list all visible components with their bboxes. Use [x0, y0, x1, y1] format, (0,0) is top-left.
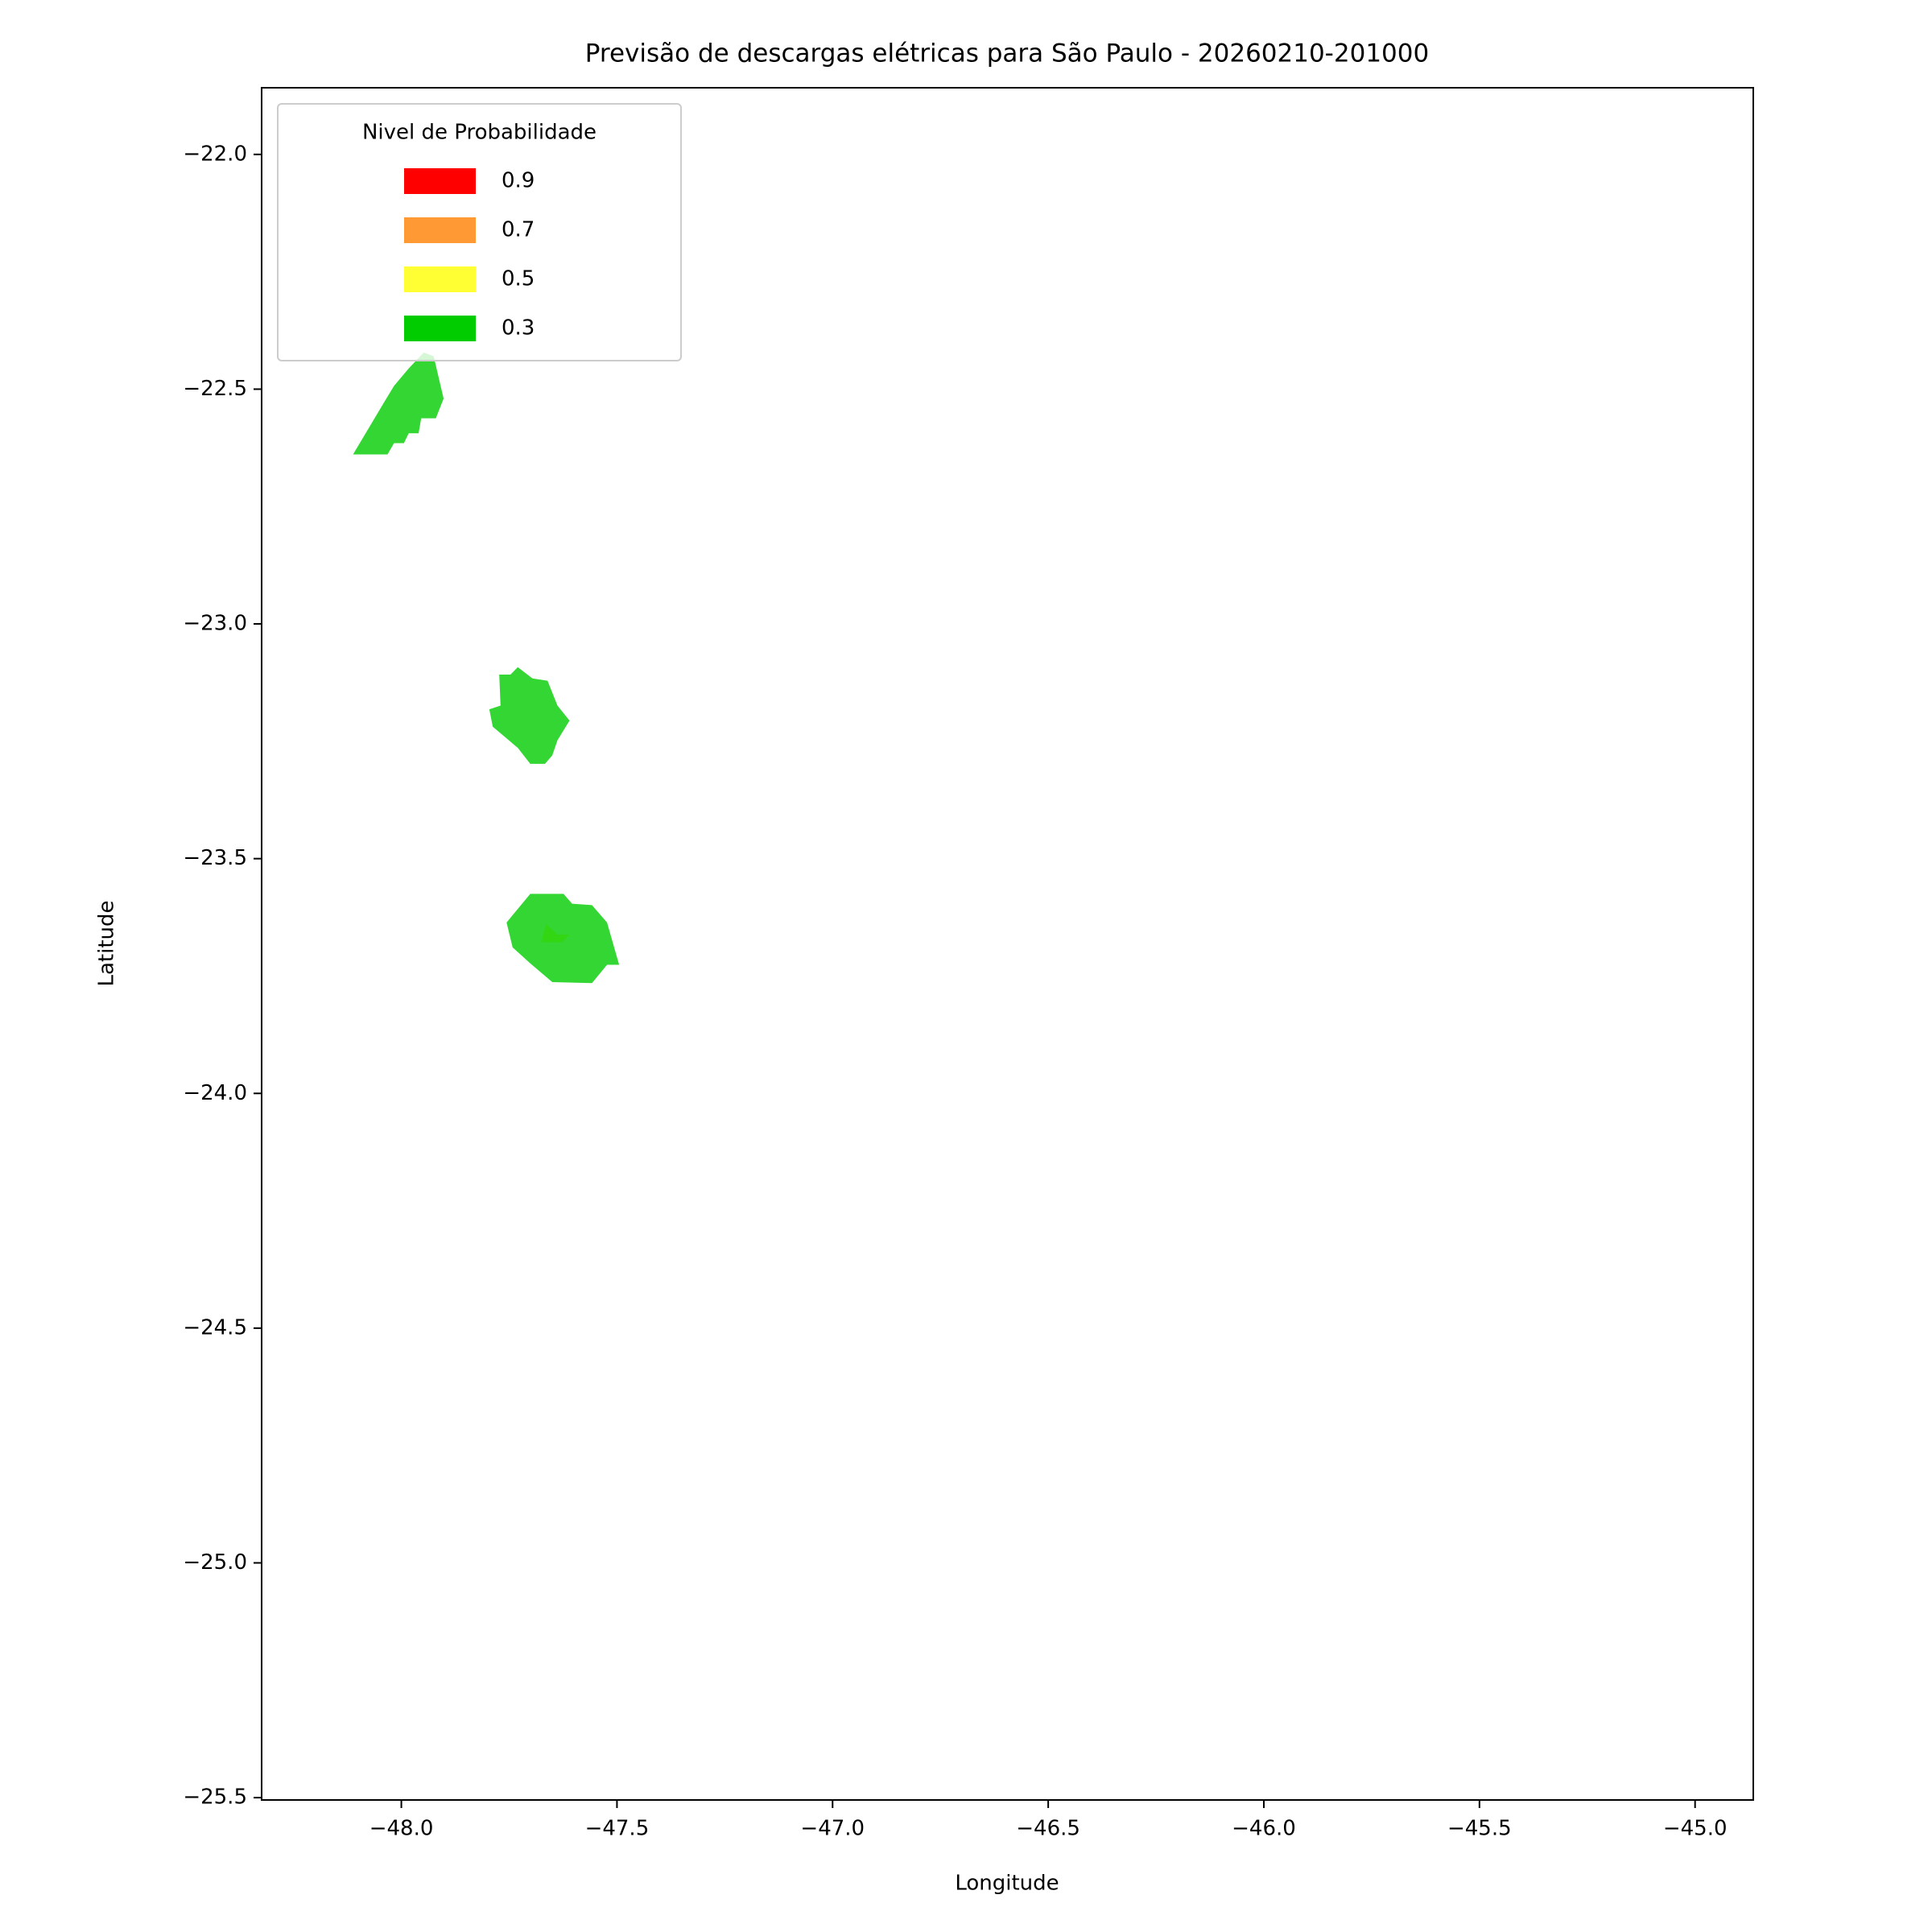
y-tick-label: −25.0	[183, 1550, 247, 1575]
x-tick-label: −45.5	[1447, 1817, 1512, 1841]
legend-swatch	[404, 217, 476, 243]
legend-swatch	[404, 266, 476, 292]
chart-title: Previsão de descargas elétricas para São…	[585, 39, 1429, 68]
legend-swatch	[404, 316, 476, 341]
y-tick-label: −24.0	[183, 1081, 247, 1105]
legend-title: Nivel de Probabilidade	[362, 121, 597, 145]
y-tick-label: −24.5	[183, 1315, 247, 1340]
contour-region	[506, 894, 620, 984]
y-tick-label: −22.5	[183, 377, 247, 401]
x-tick-label: −48.0	[369, 1817, 434, 1841]
y-tick-label: −23.5	[183, 846, 247, 870]
x-tick-label: −46.0	[1232, 1817, 1296, 1841]
legend-swatch	[404, 168, 476, 194]
legend-label: 0.3	[502, 316, 535, 341]
y-tick-label: −25.5	[183, 1785, 247, 1810]
x-tick-label: −45.0	[1663, 1817, 1728, 1841]
legend-label: 0.5	[502, 267, 535, 291]
y-tick-label: −22.0	[183, 142, 247, 166]
legend-label: 0.7	[502, 218, 535, 242]
legend-label: 0.9	[502, 169, 535, 193]
legend: Nivel de Probabilidade 0.9 0.7 0.5 0.3	[277, 103, 682, 361]
x-tick-label: −47.5	[585, 1817, 650, 1841]
contour-region	[353, 352, 444, 455]
contour-region	[489, 667, 570, 764]
y-tick-label: −23.0	[183, 612, 247, 636]
axes-frame	[261, 87, 1754, 1801]
y-axis-label: Latitude	[95, 900, 119, 986]
x-tick-label: −47.0	[800, 1817, 865, 1841]
x-tick-label: −46.5	[1016, 1817, 1080, 1841]
legend-box	[277, 103, 682, 361]
plot-area	[353, 352, 620, 984]
x-axis-label: Longitude	[955, 1872, 1059, 1896]
